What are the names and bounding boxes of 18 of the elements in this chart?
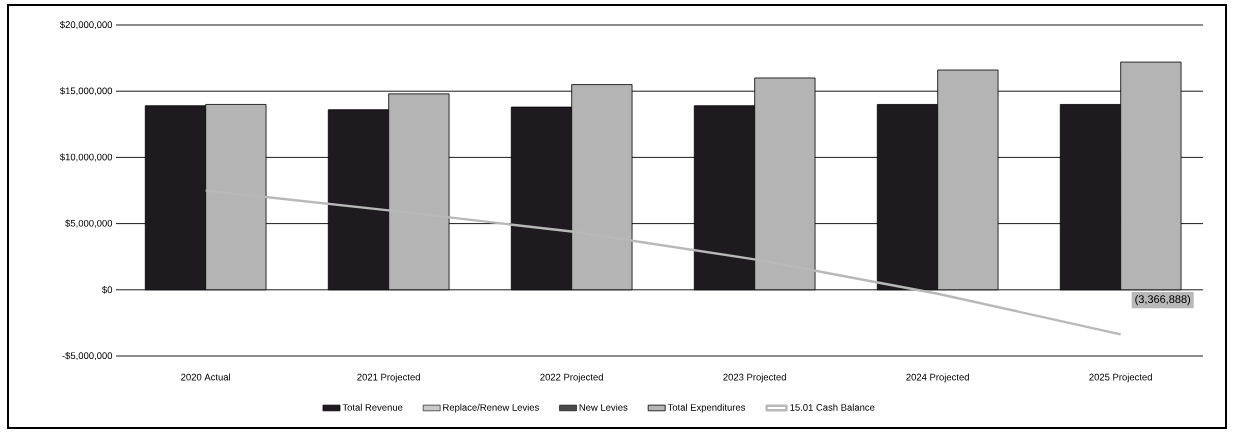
- x-tick-label: 2021 Projected: [357, 373, 420, 383]
- x-tick-label: 2020 Actual: [181, 373, 231, 381]
- legend-label: Replace/Renew Levies: [443, 403, 539, 413]
- legend-label: 15.01 Cash Balance: [790, 403, 875, 411]
- x-tick-label: 2022 Projected: [540, 373, 603, 383]
- x-tick-label: 2023 Projected: [723, 373, 786, 383]
- legend-label: Total Expenditures: [667, 403, 746, 413]
- x-tick-label: 2024 Projected: [906, 373, 969, 383]
- x-tick-label: 2025 Projected: [1089, 373, 1152, 383]
- y-tick-label: $5,000,000: [65, 219, 113, 228]
- y-tick-label: $10,000,000: [59, 153, 113, 162]
- y-tick-label: -$5,000,000: [62, 351, 113, 361]
- legend-label: New Levies: [579, 403, 628, 411]
- data-label: (3,366,888): [1135, 294, 1191, 306]
- legend-label: Total Revenue: [342, 403, 403, 411]
- y-tick-label: $0: [102, 285, 113, 294]
- y-tick-label: $20,000,000: [59, 20, 113, 30]
- y-tick-label: $15,000,000: [59, 87, 113, 96]
